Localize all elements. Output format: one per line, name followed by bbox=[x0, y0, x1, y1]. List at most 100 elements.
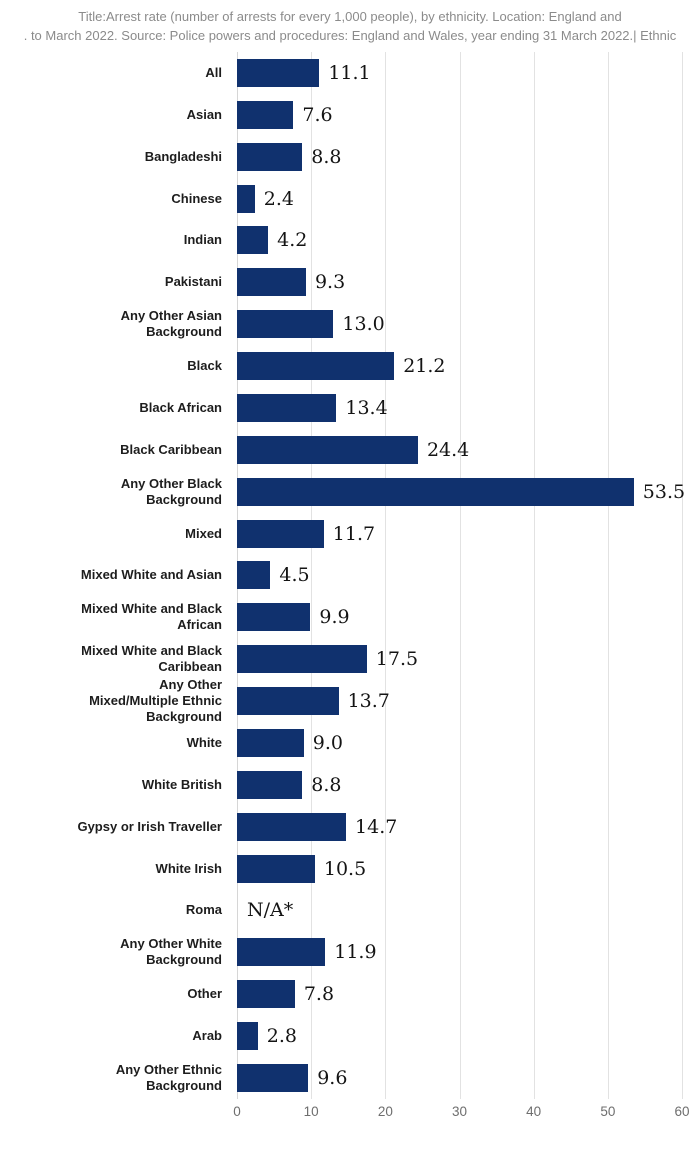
category-label: Mixed White and Black Caribbean bbox=[81, 643, 222, 675]
bar-area: 11.1 bbox=[237, 52, 700, 94]
bar-row: White British 8.8 bbox=[0, 764, 700, 806]
value-label: 9.0 bbox=[312, 731, 343, 754]
bar-area: 11.7 bbox=[237, 513, 700, 555]
category-label: Black Caribbean bbox=[120, 441, 222, 457]
bar-rows: All 11.1 Asian 7.6 Bangladeshi 8.8 Chine… bbox=[0, 52, 700, 1099]
category-label: Any Other Ethnic Background bbox=[115, 1061, 222, 1093]
bar-row: Any Other Black Background 53.5 bbox=[0, 471, 700, 513]
bar bbox=[237, 226, 269, 255]
bar bbox=[237, 352, 395, 381]
value-label: 11.9 bbox=[334, 941, 377, 964]
chart-title-line1: Title:Arrest rate (number of arrests for… bbox=[78, 9, 622, 24]
category-label: Black African bbox=[139, 399, 222, 415]
category-label: Any Other Black Background bbox=[120, 475, 222, 507]
gridline bbox=[311, 52, 313, 1099]
bar-row: Indian 4.2 bbox=[0, 220, 700, 262]
category-label: Other bbox=[187, 986, 222, 1002]
bar-area: 11.9 bbox=[237, 931, 700, 973]
category-label: Mixed White and Asian bbox=[80, 567, 222, 583]
category-label: Arab bbox=[192, 1028, 222, 1044]
bar-area: 7.8 bbox=[237, 973, 700, 1015]
bar-area: 53.5 bbox=[237, 471, 700, 513]
bar-area: 8.8 bbox=[237, 136, 700, 178]
value-label: 9.9 bbox=[319, 606, 350, 629]
value-label: 11.7 bbox=[332, 522, 376, 545]
value-label: 13.7 bbox=[347, 690, 390, 713]
bar bbox=[237, 728, 304, 757]
bar-row: Any Other Ethnic Background 9.6 bbox=[0, 1057, 700, 1099]
x-axis-tick-label: 50 bbox=[600, 1104, 616, 1119]
bar bbox=[237, 980, 295, 1009]
bar bbox=[237, 519, 324, 548]
category-label: Mixed bbox=[185, 525, 222, 541]
category-label: Pakistani bbox=[164, 274, 222, 290]
bar-row: White 9.0 bbox=[0, 722, 700, 764]
bar-row: White Irish 10.5 bbox=[0, 848, 700, 890]
bar-row: Any Other Mixed/Multiple Ethnic Backgrou… bbox=[0, 677, 700, 725]
bar-area: 13.0 bbox=[237, 303, 700, 345]
gridline bbox=[385, 52, 387, 1099]
x-axis-tick-label: 20 bbox=[377, 1104, 393, 1119]
bar-area: 13.4 bbox=[237, 387, 700, 429]
bar bbox=[237, 393, 337, 422]
value-label: 2.4 bbox=[263, 187, 295, 210]
bar bbox=[237, 770, 303, 799]
value-label: 24.4 bbox=[426, 438, 470, 461]
bar-area: 9.9 bbox=[237, 596, 700, 638]
value-label: 11.1 bbox=[328, 61, 371, 84]
bar-area: 9.0 bbox=[237, 722, 700, 764]
gridline bbox=[607, 52, 609, 1099]
bar-row: Black African 13.4 bbox=[0, 387, 700, 429]
bar-area: 4.2 bbox=[237, 220, 700, 262]
bar bbox=[237, 268, 306, 297]
value-label: 4.5 bbox=[279, 564, 310, 587]
bar bbox=[237, 435, 418, 464]
value-label: 2.8 bbox=[266, 1025, 297, 1048]
bar-area: 7.6 bbox=[237, 94, 700, 136]
bar-row: Other 7.8 bbox=[0, 973, 700, 1015]
bar-row: All 11.1 bbox=[0, 52, 700, 94]
bar bbox=[237, 603, 311, 632]
category-label: Black bbox=[187, 358, 222, 374]
bar-row: Mixed White and Black Caribbean 17.5 bbox=[0, 638, 700, 680]
bar-row: Roma N/A* bbox=[0, 890, 700, 932]
value-label: 21.2 bbox=[403, 355, 446, 378]
category-label: White bbox=[186, 734, 222, 750]
x-axis-tick-label: 0 bbox=[233, 1104, 241, 1119]
bar bbox=[237, 184, 255, 213]
category-label: Any Other Mixed/Multiple Ethnic Backgrou… bbox=[89, 677, 222, 725]
gridline bbox=[459, 52, 461, 1099]
gridline bbox=[533, 52, 535, 1099]
bar bbox=[237, 100, 294, 129]
x-axis-tick-label: 10 bbox=[303, 1104, 319, 1119]
bar-row: Any Other White Background 11.9 bbox=[0, 931, 700, 973]
gridline bbox=[682, 52, 683, 1099]
bar bbox=[237, 58, 320, 87]
value-label: 9.3 bbox=[314, 271, 346, 294]
bar bbox=[237, 1063, 309, 1092]
bar bbox=[237, 854, 315, 883]
value-label: 14.7 bbox=[355, 815, 398, 838]
bar-area: 10.5 bbox=[237, 848, 700, 890]
x-axis: 0 10 20 30 40 50 60 bbox=[0, 1104, 700, 1126]
value-label: 53.5 bbox=[642, 480, 686, 503]
category-label: Any Other Asian Background bbox=[120, 308, 222, 340]
bar bbox=[237, 687, 339, 716]
category-label: Chinese bbox=[171, 190, 222, 206]
value-label: 8.8 bbox=[311, 145, 342, 168]
value-label: 13.4 bbox=[345, 396, 388, 419]
category-label: White Irish bbox=[155, 860, 222, 876]
bar-area: N/A* bbox=[237, 890, 700, 932]
value-label: 7.8 bbox=[303, 983, 335, 1006]
bar bbox=[237, 561, 271, 590]
value-label: 9.6 bbox=[317, 1066, 348, 1089]
value-label: 13.0 bbox=[342, 313, 385, 336]
bar-row: Mixed White and Black African 9.9 bbox=[0, 596, 700, 638]
value-label: 10.5 bbox=[323, 857, 367, 880]
bar bbox=[237, 812, 347, 841]
bar-area: 2.4 bbox=[237, 178, 700, 220]
category-label: Gypsy or Irish Traveller bbox=[77, 818, 222, 834]
bar-row: Asian 7.6 bbox=[0, 94, 700, 136]
bar-area: 24.4 bbox=[237, 429, 700, 471]
bar-area: 14.7 bbox=[237, 806, 700, 848]
